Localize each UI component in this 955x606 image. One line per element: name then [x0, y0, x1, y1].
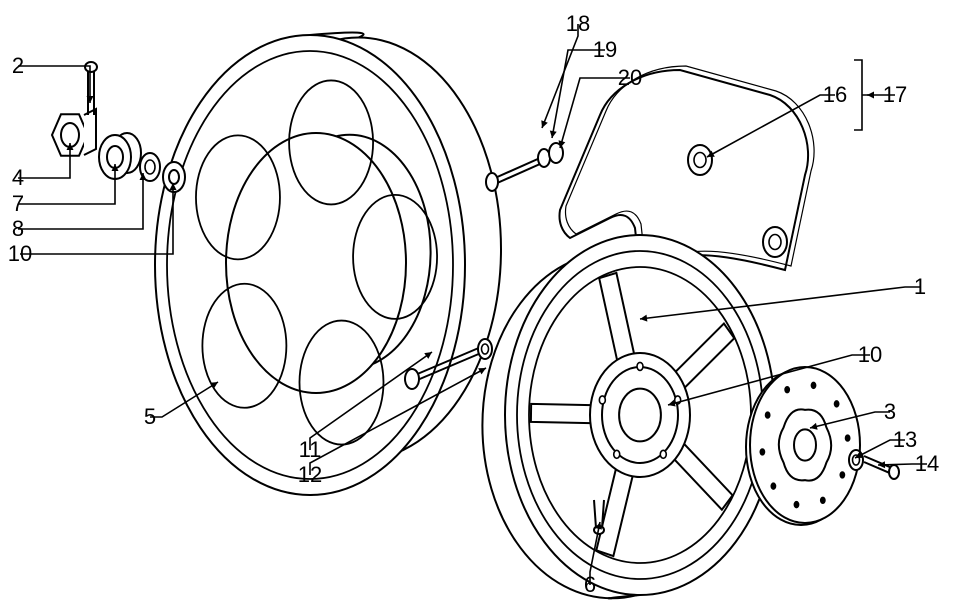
callout-13: 13 [893, 427, 917, 453]
callout-5: 5 [144, 404, 156, 430]
callout-8: 8 [12, 216, 24, 242]
callout-6: 6 [584, 572, 596, 598]
callout-12: 12 [298, 462, 322, 488]
exploded-view-diagram: 123456781010111213141617181920 [0, 0, 955, 606]
callout-2: 2 [12, 53, 24, 79]
callout-11: 11 [299, 437, 322, 463]
callout-4: 4 [12, 165, 24, 191]
callout-10b: 10 [858, 342, 882, 368]
callout-1: 1 [914, 274, 926, 300]
callout-3: 3 [884, 399, 896, 425]
callout-18: 18 [566, 11, 590, 37]
callout-14: 14 [915, 451, 939, 477]
diagram-svg [0, 0, 955, 606]
callout-17: 17 [883, 82, 907, 108]
callout-20: 20 [618, 65, 642, 91]
callout-7: 7 [12, 191, 24, 217]
callout-10a: 10 [8, 241, 32, 267]
callout-16: 16 [823, 82, 847, 108]
callout-19: 19 [593, 37, 617, 63]
